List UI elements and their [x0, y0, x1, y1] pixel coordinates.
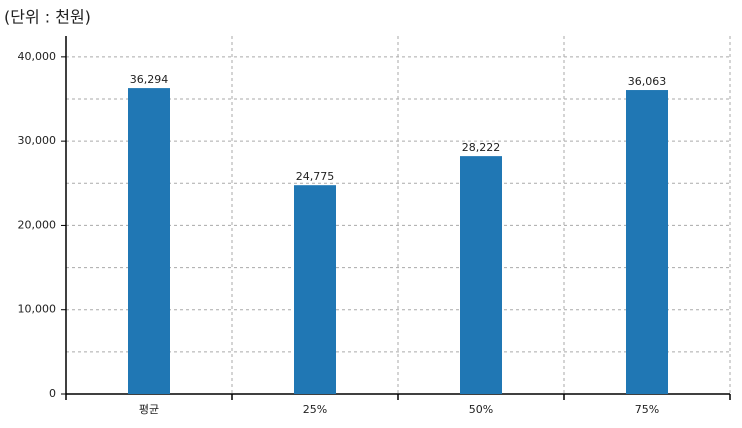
x-tick-label: 25% — [303, 403, 327, 416]
value-label: 24,775 — [296, 170, 335, 183]
value-label: 28,222 — [462, 141, 501, 154]
value-label: 36,063 — [628, 75, 667, 88]
x-tick-label: 평균 — [139, 403, 159, 416]
bar — [626, 90, 668, 394]
y-tick-label: 20,000 — [18, 218, 57, 231]
y-tick-label: 40,000 — [18, 50, 57, 63]
x-tick-label: 50% — [469, 403, 493, 416]
value-label: 36,294 — [130, 73, 169, 86]
bar — [128, 88, 170, 394]
y-tick-label: 0 — [49, 387, 56, 400]
x-tick-label: 75% — [635, 403, 659, 416]
y-tick-label: 30,000 — [18, 134, 57, 147]
bar — [294, 185, 336, 394]
y-tick-label: 10,000 — [18, 303, 57, 316]
bar — [460, 156, 502, 394]
chart-title: (단위 : 천원) — [4, 8, 91, 27]
